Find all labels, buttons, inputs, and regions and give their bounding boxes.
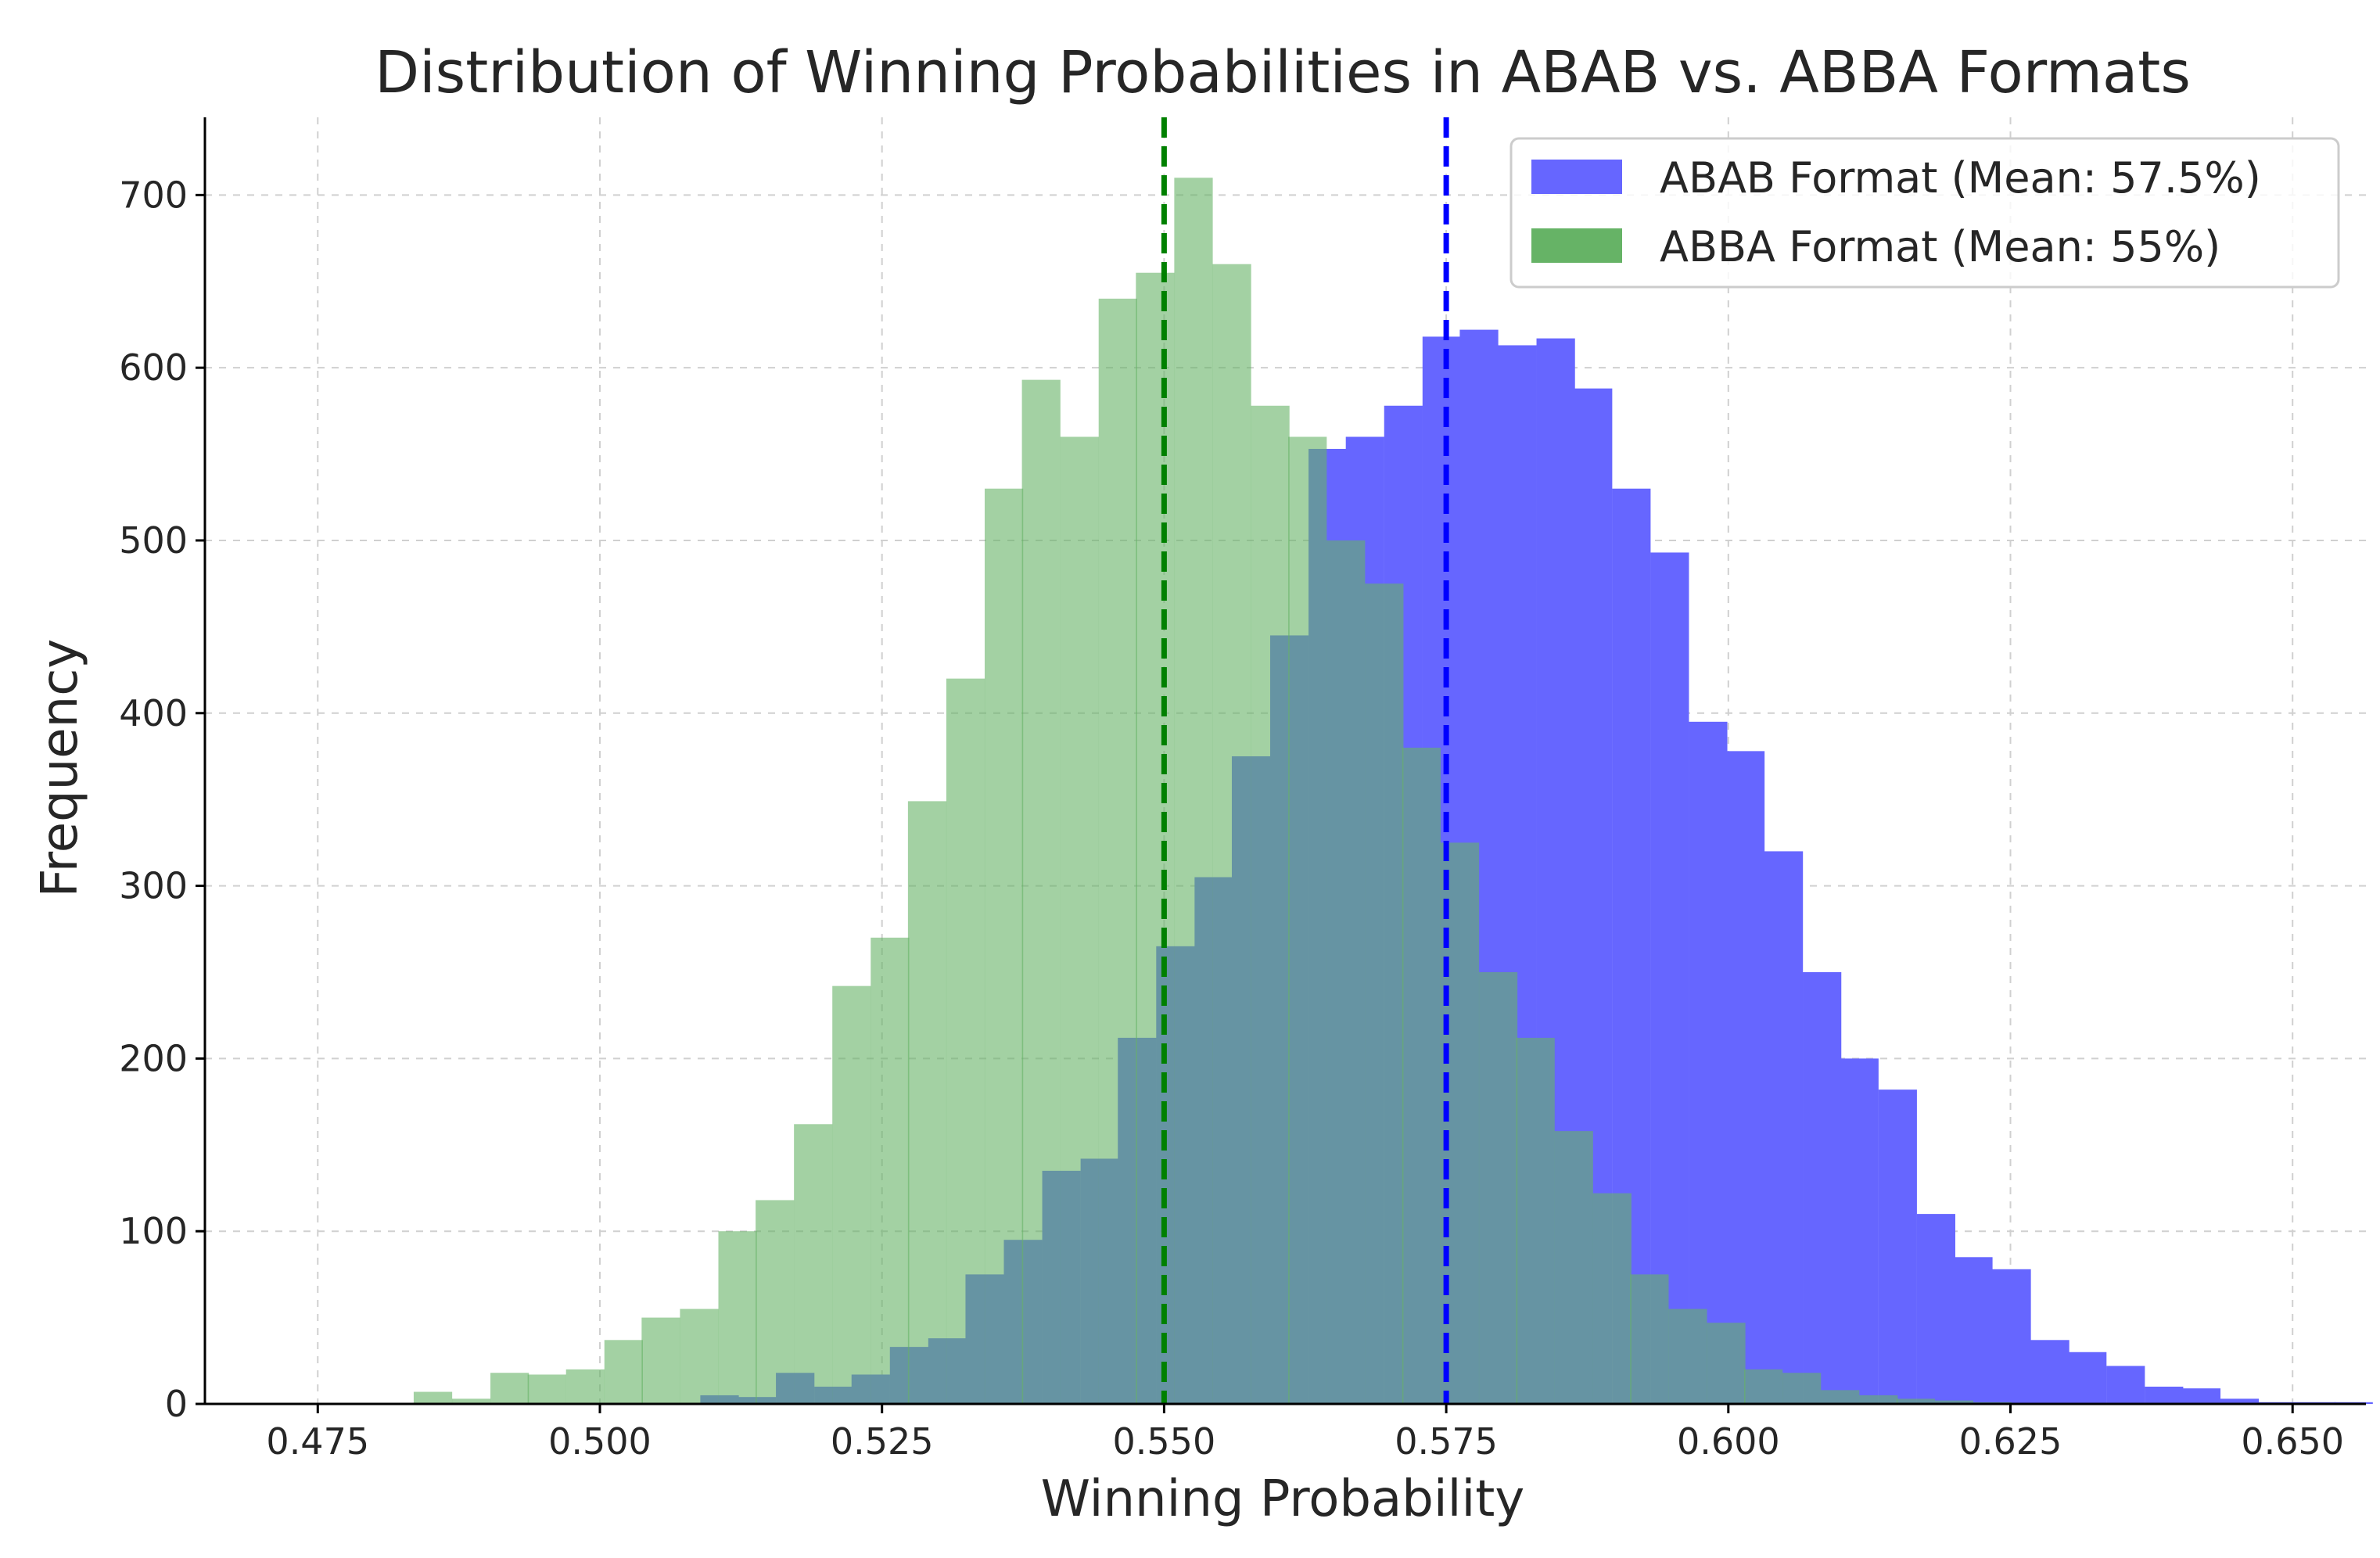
series-0-bar-32 <box>1689 721 1728 1404</box>
series-0-bar-37 <box>1878 1090 1917 1404</box>
series-1-bar-16 <box>1021 379 1061 1405</box>
y-tick-label-4: 400 <box>119 692 188 734</box>
y-tick-label-0: 0 <box>165 1383 188 1425</box>
y-tick-label-5: 500 <box>119 519 188 562</box>
series-1-bar-14 <box>946 678 985 1404</box>
series-1-bar-34 <box>1707 1323 1746 1404</box>
series-1-bar-19 <box>1136 272 1175 1404</box>
series-1-bar-1 <box>451 1398 491 1404</box>
x-tick-label-3: 0.550 <box>1113 1420 1216 1463</box>
series-1-bar-13 <box>907 801 947 1404</box>
series-1-bar-30 <box>1554 1131 1593 1404</box>
x-axis-label: Winning Probability <box>1041 1470 1524 1528</box>
series-1-bar-10 <box>794 1124 833 1404</box>
series-0-bar-45 <box>2181 1388 2221 1404</box>
series-1-bar-36 <box>1782 1373 1822 1404</box>
series-1-bar-22 <box>1251 405 1290 1404</box>
series-1-bar-29 <box>1516 1037 1555 1404</box>
series-1-bar-11 <box>832 985 871 1404</box>
mean-lines <box>1161 117 1449 1404</box>
series-0-bar-39 <box>1954 1257 1993 1404</box>
x-tick-label-7: 0.650 <box>2241 1420 2344 1463</box>
x-tick-label-4: 0.575 <box>1395 1420 1498 1463</box>
x-tick-label-5: 0.600 <box>1677 1420 1780 1463</box>
series-1-bar-3 <box>527 1374 566 1404</box>
legend: ABAB Format (Mean: 57.5%) ABBA Format (M… <box>1509 137 2340 289</box>
series-1-bar-25 <box>1365 583 1404 1404</box>
series-0-bar-34 <box>1764 851 1804 1404</box>
series-1-bar-8 <box>718 1231 757 1404</box>
x-tick-label-1: 0.500 <box>548 1420 652 1463</box>
y-tick-label-6: 600 <box>119 346 188 389</box>
series-1-bar-26 <box>1402 747 1441 1404</box>
series-0-bar-35 <box>1803 971 1842 1404</box>
series-1-bar-39 <box>1896 1398 1936 1404</box>
legend-swatch-abba <box>1531 228 1622 263</box>
series-0-bar-38 <box>1916 1214 1955 1404</box>
series-0-bar-33 <box>1725 751 1765 1404</box>
series-1-bar-28 <box>1478 971 1518 1404</box>
legend-swatch-abab <box>1531 160 1622 194</box>
series-1-bar-35 <box>1744 1369 1783 1404</box>
series-1-bar-6 <box>641 1317 680 1404</box>
series-0-bar-44 <box>2145 1386 2184 1404</box>
series-1-bar-31 <box>1592 1193 1632 1404</box>
legend-label-abab: ABAB Format (Mean: 57.5%) <box>1660 153 2261 203</box>
series-1-bar-20 <box>1174 178 1213 1405</box>
series-0-bar-40 <box>1992 1269 2031 1404</box>
series-1-bar-12 <box>871 937 910 1404</box>
x-tick-label-0: 0.475 <box>266 1420 369 1463</box>
series-1-bar-32 <box>1630 1274 1669 1404</box>
series-1-bar-21 <box>1212 264 1251 1404</box>
series-0-bar-42 <box>2068 1352 2107 1404</box>
y-tick-label-2: 200 <box>119 1037 188 1079</box>
series-1-bar-5 <box>604 1340 643 1404</box>
series-1-bar-38 <box>1859 1395 1898 1404</box>
series-0-bar-36 <box>1840 1058 1879 1404</box>
legend-frame <box>1509 137 2340 289</box>
chart-title: Distribution of Winning Probabilities in… <box>375 39 2191 106</box>
series-1-bar-15 <box>984 488 1024 1404</box>
series-0-bar-31 <box>1650 552 1689 1405</box>
series-0-bar-41 <box>2030 1340 2069 1404</box>
y-axis-label: Frequency <box>31 639 89 898</box>
series-1-bar-33 <box>1668 1309 1707 1404</box>
series-1-bar-17 <box>1060 436 1099 1404</box>
y-tick-label-1: 100 <box>119 1210 188 1252</box>
series-1-bar-40 <box>1934 1400 1974 1404</box>
tick-labels: 0.475 0.500 0.525 0.550 0.575 0.600 0.625 0.650… <box>119 174 2344 1463</box>
series-1-bar-0 <box>413 1391 453 1404</box>
series-1-bar-18 <box>1098 298 1137 1404</box>
y-tick-label-3: 300 <box>119 865 188 907</box>
axes <box>203 117 2366 1405</box>
series-0-bar-46 <box>2220 1398 2260 1404</box>
series-1-bar-37 <box>1821 1390 1860 1404</box>
series-0-bar-43 <box>2106 1366 2145 1404</box>
series-1-bar-9 <box>756 1200 795 1404</box>
series-1-bar-4 <box>565 1369 605 1404</box>
series-1-bar-23 <box>1288 436 1327 1404</box>
x-tick-label-2: 0.525 <box>831 1420 934 1463</box>
y-tick-label-7: 700 <box>119 174 188 216</box>
legend-label-abba: ABBA Format (Mean: 55%) <box>1660 222 2220 271</box>
series-1-bar-24 <box>1326 540 1366 1404</box>
series-1-bar-2 <box>490 1373 529 1404</box>
x-tick-label-6: 0.625 <box>1959 1420 2062 1463</box>
series-1-bar-7 <box>680 1309 719 1404</box>
